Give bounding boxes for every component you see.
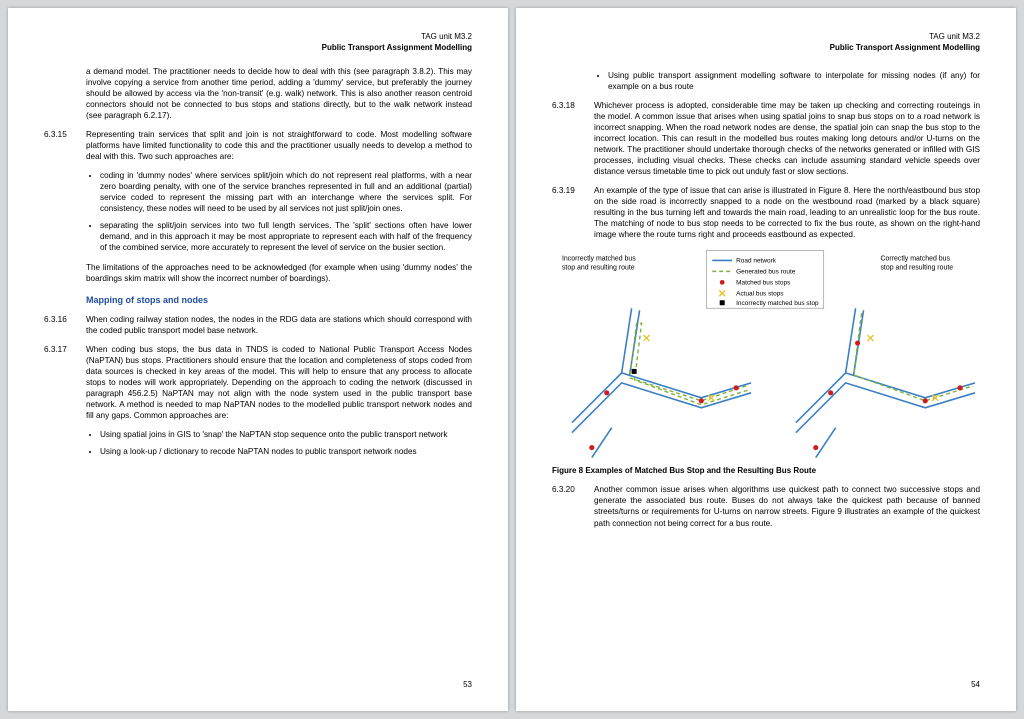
header-title: Public Transport Assignment Modelling <box>44 43 472 54</box>
bullet-list-continued: Using public transport assignment modell… <box>594 70 980 92</box>
para-6318: Whichever process is adopted, considerab… <box>594 100 980 177</box>
para-num-6315: 6.3.15 <box>44 129 86 162</box>
figure-8-svg: Incorrectly matched busstop and resultin… <box>552 248 980 458</box>
header-unit: TAG unit M3.2 <box>44 32 472 43</box>
svg-text:Road network: Road network <box>736 258 777 265</box>
intro-text: a demand model. The practitioner needs t… <box>86 66 472 121</box>
bullet-lookup: Using a look-up / dictionary to recode N… <box>100 446 472 457</box>
para-num-6317: 6.3.17 <box>44 344 86 421</box>
para-6319: An example of the type of issue that can… <box>594 185 980 240</box>
svg-text:Matched bus stops: Matched bus stops <box>736 280 790 287</box>
para-num-6320: 6.3.20 <box>552 484 594 528</box>
page-right: TAG unit M3.2 Public Transport Assignmen… <box>516 8 1016 711</box>
subheading-mapping: Mapping of stops and nodes <box>86 294 472 306</box>
figure-8: Incorrectly matched busstop and resultin… <box>552 248 980 476</box>
header-unit-r: TAG unit M3.2 <box>552 32 980 43</box>
fig-label-right: Correctly matched busstop and resulting … <box>880 256 953 272</box>
bullet-interpolate: Using public transport assignment modell… <box>608 70 980 92</box>
limitations-text: The limitations of the approaches need t… <box>86 262 472 284</box>
bullet-split-services: separating the split/join services into … <box>100 220 472 253</box>
bullet-list-approaches: coding in 'dummy nodes' where services s… <box>86 170 472 253</box>
bullet-spatial-join: Using spatial joins in GIS to 'snap' the… <box>100 429 472 440</box>
diagram-correct <box>796 309 975 458</box>
page-number-left: 53 <box>44 680 472 691</box>
para-num-6319: 6.3.19 <box>552 185 594 240</box>
page-left: TAG unit M3.2 Public Transport Assignmen… <box>8 8 508 711</box>
para-num-6316: 6.3.16 <box>44 314 86 336</box>
bullet-dummy-nodes: coding in 'dummy nodes' where services s… <box>100 170 472 214</box>
page-spread: TAG unit M3.2 Public Transport Assignmen… <box>0 0 1024 719</box>
para-6320: Another common issue arises when algorit… <box>594 484 980 528</box>
header-title-r: Public Transport Assignment Modelling <box>552 43 980 54</box>
header-left: TAG unit M3.2 Public Transport Assignmen… <box>44 32 472 54</box>
legend-box: Road network Generated bus route Matched… <box>706 251 823 309</box>
para-6316: When coding railway station nodes, the n… <box>86 314 472 336</box>
bullet-list-common-approaches: Using spatial joins in GIS to 'snap' the… <box>86 429 472 457</box>
page-number-right: 54 <box>552 680 980 691</box>
diagram-incorrect <box>572 309 751 458</box>
header-right: TAG unit M3.2 Public Transport Assignmen… <box>552 32 980 54</box>
svg-text:Incorrectly matched bus stop: Incorrectly matched bus stop <box>736 301 819 308</box>
svg-text:Generated bus route: Generated bus route <box>736 269 796 276</box>
figure-8-caption: Figure 8 Examples of Matched Bus Stop an… <box>552 466 980 477</box>
body-left: a demand model. The practitioner needs t… <box>44 66 472 681</box>
para-num-6318: 6.3.18 <box>552 100 594 177</box>
para-6315: Representing train services that split a… <box>86 129 472 162</box>
svg-text:Actual bus stops: Actual bus stops <box>736 291 783 298</box>
para-6317: When coding bus stops, the bus data in T… <box>86 344 472 421</box>
fig-label-left: Incorrectly matched busstop and resultin… <box>562 256 636 272</box>
body-right: Using public transport assignment modell… <box>552 66 980 681</box>
